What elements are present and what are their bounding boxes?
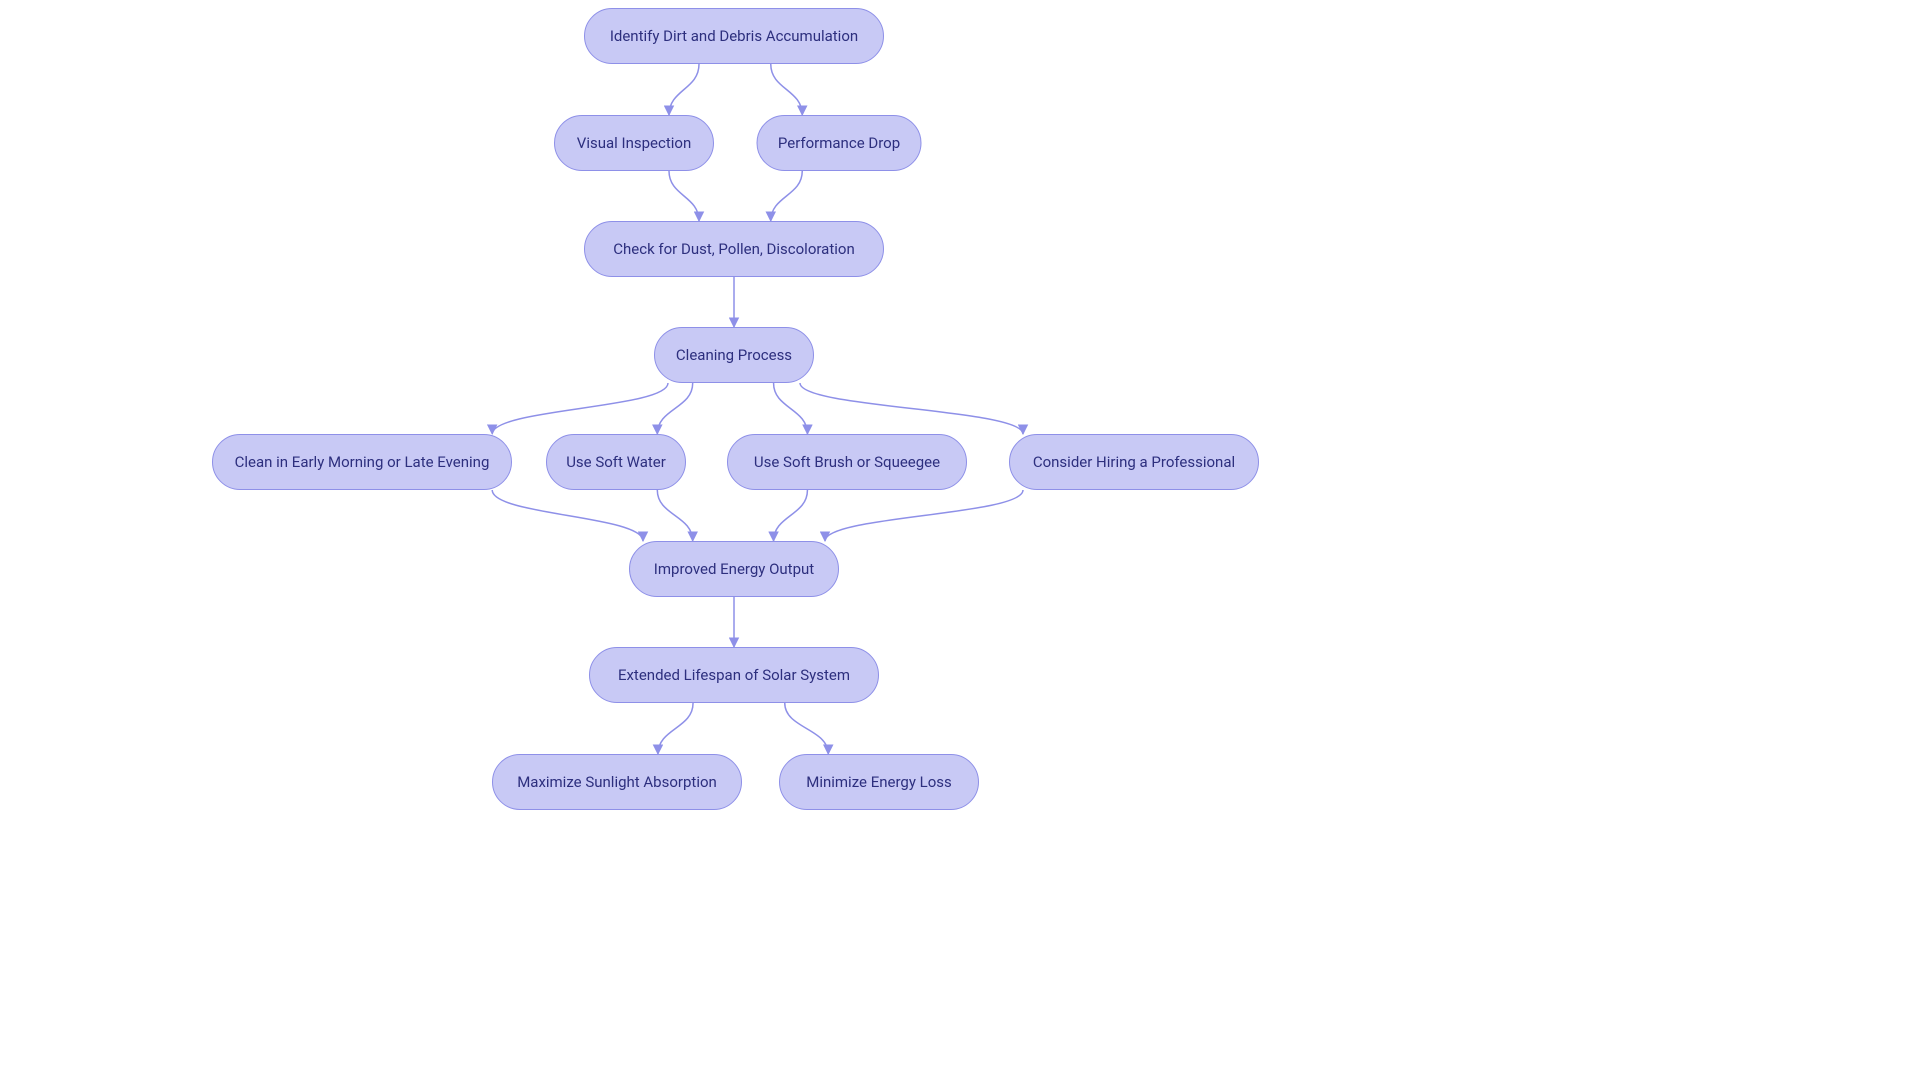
node-label: Extended Lifespan of Solar System	[618, 666, 850, 684]
flowchart-edge	[658, 703, 693, 754]
flowchart-edge	[492, 490, 643, 541]
flowchart-node: Use Soft Brush or Squeegee	[727, 434, 967, 490]
flowchart-edge	[771, 171, 803, 221]
flowchart-edge	[492, 383, 668, 434]
node-label: Check for Dust, Pollen, Discoloration	[613, 240, 854, 258]
edges-layer	[0, 0, 1920, 1080]
flowchart-node: Maximize Sunlight Absorption	[492, 754, 742, 810]
flowchart-node: Performance Drop	[757, 115, 922, 171]
node-label: Cleaning Process	[676, 346, 792, 364]
flowchart-edge	[669, 64, 699, 115]
node-label: Consider Hiring a Professional	[1033, 453, 1235, 471]
flowchart-node: Cleaning Process	[654, 327, 814, 383]
flowchart-edge	[669, 171, 699, 221]
node-label: Clean in Early Morning or Late Evening	[235, 453, 490, 471]
flowchart-edge	[657, 383, 692, 434]
node-label: Performance Drop	[778, 134, 900, 152]
flowchart-node: Visual Inspection	[554, 115, 714, 171]
flowchart-node: Extended Lifespan of Solar System	[589, 647, 879, 703]
node-label: Improved Energy Output	[654, 560, 814, 578]
node-label: Minimize Energy Loss	[806, 773, 952, 791]
node-label: Use Soft Brush or Squeegee	[754, 453, 940, 471]
flowchart-canvas: Identify Dirt and Debris Accumulation Vis…	[0, 0, 1920, 1080]
node-label: Use Soft Water	[566, 453, 666, 471]
node-label: Maximize Sunlight Absorption	[517, 773, 717, 791]
flowchart-edge	[774, 383, 808, 434]
flowchart-edge	[774, 490, 808, 541]
flowchart-edge	[657, 490, 692, 541]
flowchart-edge	[800, 383, 1023, 434]
node-label: Visual Inspection	[577, 134, 691, 152]
flowchart-edge	[771, 64, 803, 115]
flowchart-node: Improved Energy Output	[629, 541, 839, 597]
flowchart-node: Check for Dust, Pollen, Discoloration	[584, 221, 884, 277]
flowchart-node: Identify Dirt and Debris Accumulation	[584, 8, 884, 64]
flowchart-node: Minimize Energy Loss	[779, 754, 979, 810]
flowchart-node: Use Soft Water	[546, 434, 686, 490]
node-label: Identify Dirt and Debris Accumulation	[610, 27, 858, 45]
flowchart-edge	[785, 703, 829, 754]
flowchart-node: Consider Hiring a Professional	[1009, 434, 1259, 490]
flowchart-node: Clean in Early Morning or Late Evening	[212, 434, 512, 490]
flowchart-edge	[825, 490, 1023, 541]
